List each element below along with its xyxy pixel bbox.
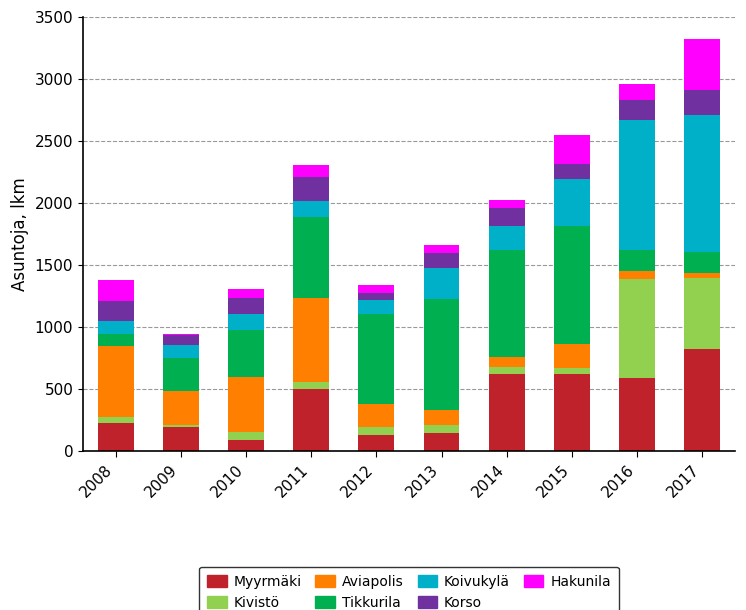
Bar xyxy=(489,226,524,250)
Bar xyxy=(684,273,720,278)
Bar xyxy=(489,208,524,226)
Bar xyxy=(228,377,264,432)
Bar xyxy=(424,425,460,432)
Bar xyxy=(489,200,524,208)
Bar xyxy=(228,440,264,451)
Bar xyxy=(424,432,460,451)
Bar xyxy=(98,346,134,417)
Bar xyxy=(554,368,590,374)
Bar xyxy=(489,375,524,451)
Bar xyxy=(424,253,460,268)
Bar xyxy=(98,417,134,423)
Bar xyxy=(358,427,395,435)
Bar xyxy=(163,427,198,451)
Bar xyxy=(163,391,198,425)
Bar xyxy=(163,357,198,391)
Bar xyxy=(293,165,329,177)
Bar xyxy=(684,252,720,273)
Bar xyxy=(293,389,329,451)
Bar xyxy=(684,115,720,252)
Bar xyxy=(98,301,134,321)
Bar xyxy=(489,357,524,367)
Bar xyxy=(489,250,524,357)
Bar xyxy=(424,245,460,253)
Bar xyxy=(684,278,720,349)
Bar xyxy=(293,382,329,389)
Bar xyxy=(98,334,134,346)
Bar xyxy=(228,432,264,440)
Bar xyxy=(163,345,198,357)
Bar xyxy=(358,435,395,451)
Bar xyxy=(619,279,655,378)
Bar xyxy=(554,179,590,226)
Bar xyxy=(619,378,655,451)
Bar xyxy=(293,298,329,382)
Bar xyxy=(358,314,395,404)
Bar xyxy=(684,90,720,115)
Bar xyxy=(424,268,460,299)
Bar xyxy=(554,164,590,179)
Bar xyxy=(228,330,264,377)
Bar xyxy=(619,100,655,120)
Bar xyxy=(358,293,395,300)
Bar xyxy=(619,250,655,271)
Legend: Myyrmäki, Kivistö, Aviapolis, Tikkurila, Koivukylä, Korso, Hakunila: Myyrmäki, Kivistö, Aviapolis, Tikkurila,… xyxy=(198,567,619,610)
Bar xyxy=(684,40,720,90)
Bar xyxy=(293,201,329,217)
Bar xyxy=(684,349,720,451)
Bar xyxy=(358,404,395,427)
Bar xyxy=(358,284,395,293)
Y-axis label: Asuntoja, lkm: Asuntoja, lkm xyxy=(11,178,29,291)
Bar xyxy=(619,84,655,100)
Bar xyxy=(424,299,460,411)
Bar xyxy=(228,314,264,330)
Bar xyxy=(554,344,590,368)
Bar xyxy=(163,425,198,427)
Bar xyxy=(619,271,655,279)
Bar xyxy=(358,300,395,314)
Bar xyxy=(98,280,134,301)
Bar xyxy=(554,135,590,164)
Bar xyxy=(163,334,198,336)
Bar xyxy=(163,336,198,345)
Bar xyxy=(554,374,590,451)
Bar xyxy=(228,298,264,314)
Bar xyxy=(228,290,264,298)
Bar xyxy=(489,367,524,375)
Bar xyxy=(98,321,134,334)
Bar xyxy=(619,120,655,250)
Bar xyxy=(293,217,329,298)
Bar xyxy=(98,423,134,451)
Bar xyxy=(424,411,460,425)
Bar xyxy=(554,226,590,344)
Bar xyxy=(293,177,329,201)
